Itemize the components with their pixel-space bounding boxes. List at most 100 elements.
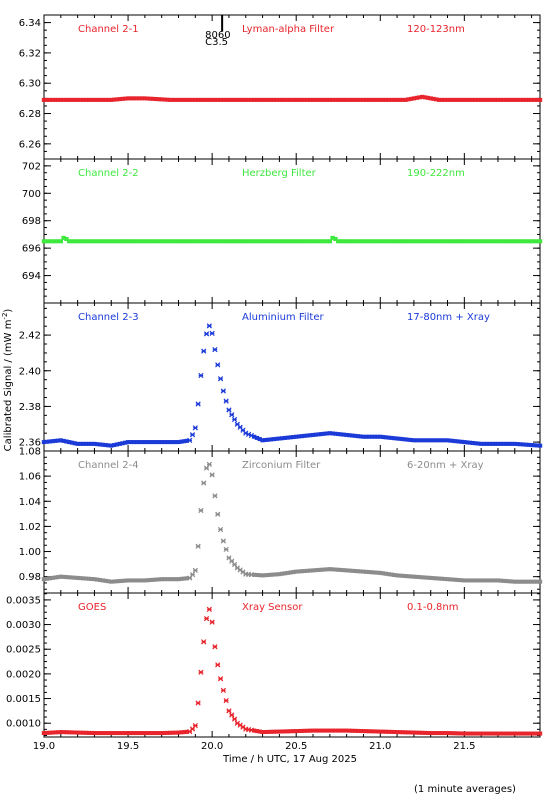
data-point xyxy=(456,731,461,736)
data-point xyxy=(131,96,136,101)
data-point xyxy=(442,97,447,102)
data-point xyxy=(217,526,224,533)
data-point xyxy=(162,440,167,445)
panel-5: 0.0010 0.0015 0.0020 0.0025 0.0030 0.0035 GOES… xyxy=(6,592,543,738)
data-point xyxy=(251,434,257,439)
data-point xyxy=(277,239,282,244)
data-point xyxy=(106,579,111,584)
data-point xyxy=(369,729,375,734)
data-point xyxy=(139,731,145,736)
data-point xyxy=(310,568,316,573)
data-point xyxy=(148,440,153,445)
y-tick-label: 0.0025 xyxy=(6,645,41,656)
data-point xyxy=(490,441,495,446)
data-point xyxy=(439,576,445,581)
data-point xyxy=(299,434,305,439)
data-point xyxy=(81,730,86,735)
data-point xyxy=(226,708,232,714)
data-point xyxy=(64,730,69,735)
data-point xyxy=(425,95,431,100)
data-point xyxy=(103,97,108,102)
data-point xyxy=(265,729,271,734)
data-point xyxy=(459,97,464,102)
data-point xyxy=(103,239,108,244)
data-point xyxy=(319,432,324,437)
data-point xyxy=(193,97,198,102)
data-point xyxy=(170,97,176,102)
data-point xyxy=(139,239,145,244)
data-point xyxy=(231,416,238,423)
data-point xyxy=(111,579,117,584)
data-point xyxy=(55,438,61,443)
data-point xyxy=(355,569,361,574)
data-point xyxy=(378,434,383,439)
panel-channel-label: Channel 2-3 xyxy=(78,312,139,323)
data-point xyxy=(282,571,288,576)
data-point xyxy=(501,239,506,244)
data-point xyxy=(167,577,173,582)
data-point xyxy=(484,441,489,446)
data-point xyxy=(288,239,293,244)
data-point xyxy=(364,239,369,244)
data-point xyxy=(128,96,134,101)
data-point xyxy=(268,437,274,442)
data-point xyxy=(271,97,276,102)
data-point xyxy=(355,97,361,102)
data-point xyxy=(173,239,178,244)
data-point xyxy=(285,570,290,575)
data-point xyxy=(61,97,66,102)
data-point xyxy=(296,729,302,733)
data-point xyxy=(532,731,537,736)
data-point xyxy=(257,573,262,578)
data-point xyxy=(518,442,523,447)
data-point xyxy=(336,239,341,244)
data-point xyxy=(159,239,164,244)
data-point xyxy=(44,239,50,244)
data-point xyxy=(445,97,450,102)
data-point xyxy=(406,239,411,244)
data-point xyxy=(86,239,92,244)
data-point xyxy=(481,578,487,583)
data-point xyxy=(442,576,447,581)
data-point xyxy=(201,480,207,486)
data-point xyxy=(439,731,445,736)
data-point xyxy=(498,97,503,102)
data-point xyxy=(492,578,498,583)
data-point xyxy=(520,97,526,102)
data-point xyxy=(422,438,428,443)
data-point xyxy=(249,239,254,244)
data-point xyxy=(123,440,128,445)
data-point xyxy=(462,239,467,244)
data-point xyxy=(464,97,470,102)
data-point xyxy=(179,730,184,735)
data-point xyxy=(109,731,114,736)
data-point xyxy=(212,97,218,102)
data-point xyxy=(400,97,405,102)
data-point xyxy=(120,96,125,101)
data-point xyxy=(408,574,414,579)
data-point xyxy=(139,578,145,583)
data-point xyxy=(243,239,248,244)
panel-2: 694 696 698 700 702 Channel 2-2 Herzberg Filte… xyxy=(22,158,543,304)
data-point xyxy=(324,567,330,572)
data-point xyxy=(173,440,178,445)
data-point xyxy=(195,700,201,706)
data-point xyxy=(459,578,464,583)
data-point xyxy=(229,239,234,244)
data-point xyxy=(358,729,363,733)
data-point xyxy=(520,239,526,244)
flare-marker-class: C3.5 xyxy=(205,37,228,48)
data-point xyxy=(333,567,338,572)
data-point xyxy=(75,575,80,580)
data-point xyxy=(439,239,445,244)
data-point xyxy=(212,239,218,244)
data-point xyxy=(53,438,58,443)
data-point xyxy=(355,728,361,733)
data-point xyxy=(251,239,257,244)
data-point xyxy=(167,239,173,244)
data-point xyxy=(229,412,235,418)
data-point xyxy=(464,440,470,445)
data-point xyxy=(265,97,271,102)
data-point xyxy=(128,731,134,736)
